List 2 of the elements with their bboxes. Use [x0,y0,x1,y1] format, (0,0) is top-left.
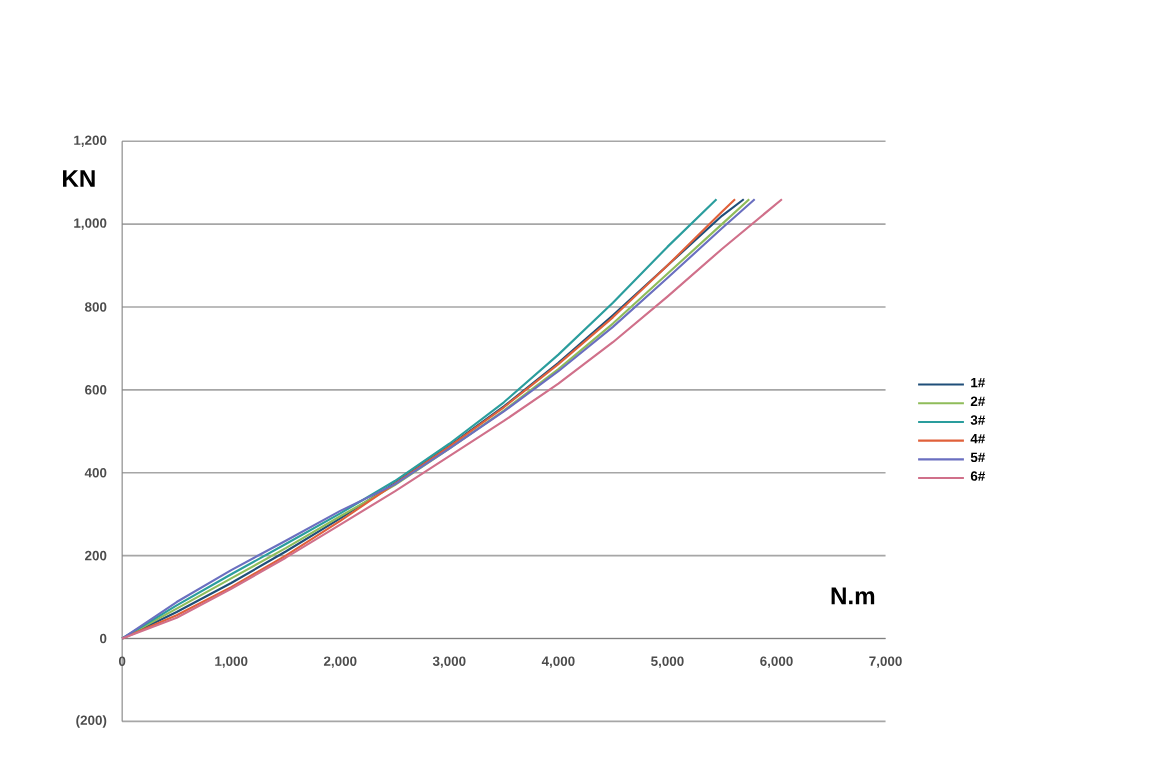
y-axis-title: KN [63,169,95,187]
x-axis-title: N.m [831,587,875,604]
